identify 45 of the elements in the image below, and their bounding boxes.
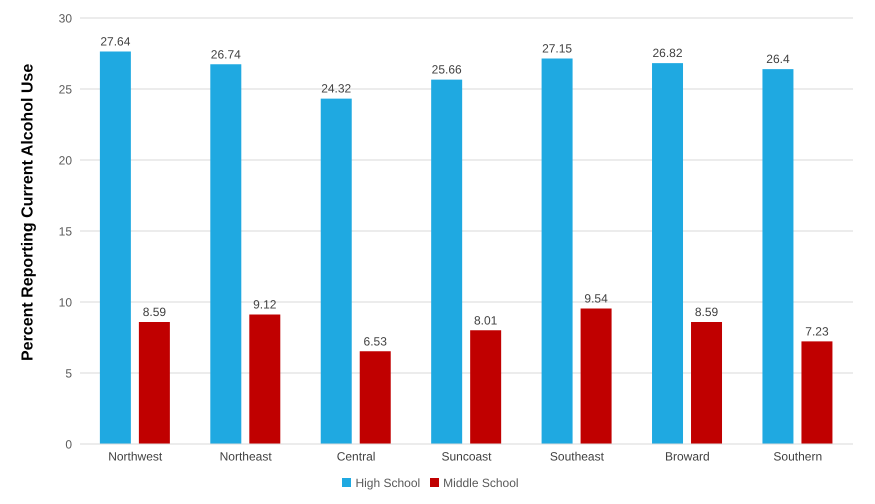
data-label: 26.74 [210,47,242,62]
x-tick-label: Suncoast [441,450,492,464]
bar [320,98,352,444]
bar [691,322,722,444]
bar [210,64,242,444]
x-tick-label: Northeast [220,450,272,464]
bar [762,69,794,444]
data-label: 24.32 [321,82,352,96]
bar [801,341,832,444]
data-label: 7.23 [805,324,829,338]
bar [542,58,573,444]
y-tick-label: 5 [65,366,72,380]
y-tick-label: 25 [58,82,72,96]
x-tick-label: Central [336,450,376,464]
legend-label: High School [355,476,420,490]
y-tick-label: 30 [58,11,72,26]
data-label: 25.66 [432,62,462,77]
data-label: 26.4 [766,52,790,66]
bar [100,52,131,444]
data-label: 8.59 [694,305,719,320]
x-tick-label: Broward [665,450,710,464]
x-tick-label: Northwest [108,450,163,464]
legend-label: Middle School [443,476,519,490]
y-tick-label: 0 [65,437,72,452]
data-label: 8.59 [142,305,166,320]
bar [360,351,391,444]
bar [470,330,502,444]
y-tick-label: 10 [58,295,72,310]
bar [249,314,280,444]
data-label: 27.64 [100,34,131,49]
bar [431,80,462,444]
data-label: 8.01 [474,313,498,328]
data-label: 9.12 [253,297,277,312]
data-label: 27.15 [542,41,572,56]
y-axis-title: Percent Reporting Current Alcohol Use [20,64,37,361]
bar [580,308,612,444]
bar [652,63,684,444]
data-label: 9.54 [584,292,608,306]
data-label: 26.82 [652,46,683,60]
y-tick-label: 20 [58,153,72,168]
x-tick-label: Southeast [550,450,605,464]
bar [138,322,170,444]
data-label: 6.53 [364,334,388,348]
x-tick-label: Southern [773,450,822,464]
y-tick-label: 15 [58,224,72,238]
